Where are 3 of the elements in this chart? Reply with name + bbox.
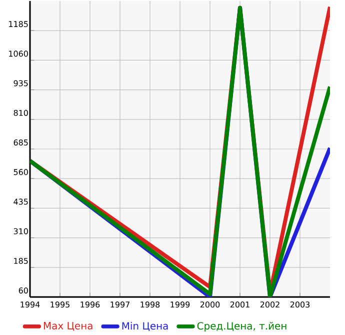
legend-label: Max Цена — [44, 322, 92, 331]
legend-label: Сред.Цена, т.йен — [197, 322, 286, 332]
legend-label: Min Цена — [122, 322, 168, 332]
